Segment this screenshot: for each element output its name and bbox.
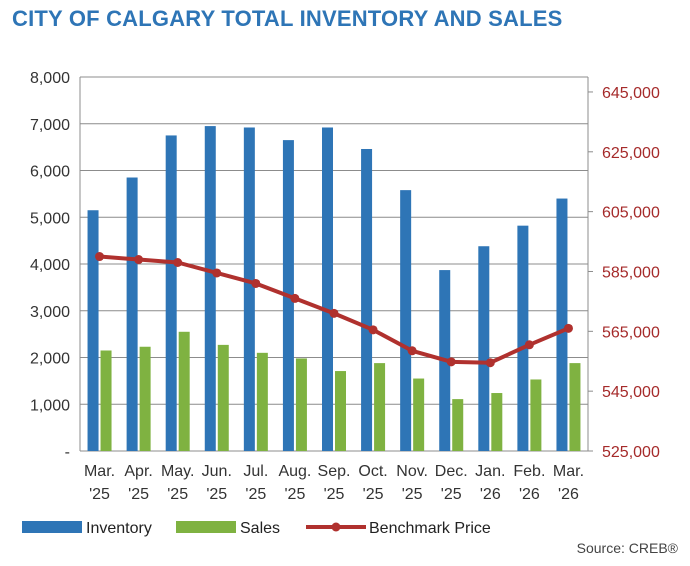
inventory-bar — [478, 246, 490, 451]
benchmark-price-point — [407, 346, 417, 356]
benchmark-price-point — [251, 278, 261, 288]
x-tick-label-year: '25 — [441, 486, 462, 503]
inventory-bar — [87, 210, 99, 451]
x-tick-label-month: Sep. — [318, 463, 351, 480]
x-tick-label-year: '25 — [363, 486, 384, 503]
legend-label-inventory: Inventory — [86, 520, 152, 537]
sales-bar — [530, 379, 542, 451]
x-tick-label-year: '25 — [89, 486, 110, 503]
sales-bar — [569, 363, 581, 451]
x-tick-label-year: '25 — [128, 486, 149, 503]
sales-bar — [217, 344, 229, 451]
x-tick-label-month: Apr. — [124, 463, 152, 480]
x-tick-label-month: Feb. — [513, 463, 545, 480]
source-note: Source: CREB® — [576, 540, 678, 556]
inventory-bar — [165, 135, 177, 451]
sales-bar — [413, 378, 425, 451]
x-tick-label-month: Aug. — [278, 463, 311, 480]
x-tick-label-year: '25 — [402, 486, 423, 503]
benchmark-price-point — [134, 255, 144, 265]
x-tick-label-month: May. — [161, 463, 194, 480]
inventory-bar — [243, 127, 255, 452]
x-tick-label-month: Mar. — [84, 463, 115, 480]
bars — [87, 126, 581, 452]
x-tick-label-year: '26 — [480, 486, 501, 503]
y-left-tick-label: 8,000 — [30, 70, 70, 87]
x-tick-label-year: '25 — [206, 486, 227, 503]
benchmark-price-point — [485, 358, 495, 368]
y-left-tick-label: 4,000 — [30, 257, 70, 274]
x-tick-label-year: '26 — [558, 486, 579, 503]
legend-marker-benchmark — [331, 522, 341, 532]
x-tick-label-month: Mar. — [553, 463, 584, 480]
sales-bar — [139, 346, 151, 451]
y-right-tick-label: 545,000 — [602, 384, 660, 401]
y-left-tick-label: 3,000 — [30, 304, 70, 321]
x-tick-label-month: Jan. — [475, 463, 505, 480]
inventory-bar — [322, 127, 333, 452]
legend-swatch-sales — [176, 521, 236, 533]
sales-bar — [295, 358, 307, 451]
x-tick-label-year: '25 — [324, 486, 345, 503]
benchmark-price-point — [212, 268, 222, 278]
sales-bar — [452, 399, 464, 451]
gridlines — [80, 76, 588, 405]
benchmark-price-point — [368, 325, 378, 335]
y-right-tick-label: 585,000 — [602, 264, 660, 281]
x-tick-label-year: '25 — [284, 486, 305, 503]
y-right-tick-label: 625,000 — [602, 145, 660, 162]
legend-label-sales: Sales — [240, 520, 280, 537]
benchmark-price-point — [329, 308, 339, 318]
x-tick-label-month: Jul. — [243, 463, 268, 480]
y-left-tick-label: 2,000 — [30, 351, 70, 368]
y-left-tick-label: 5,000 — [30, 210, 70, 227]
legend: Inventory Sales Benchmark Price — [22, 520, 491, 537]
x-tick-label-year: '25 — [167, 486, 188, 503]
y-left-tick-label: 7,000 — [30, 117, 70, 134]
y-right-tick-label: 605,000 — [602, 205, 660, 222]
benchmark-price-point — [95, 252, 105, 262]
x-tick-label-month: Oct. — [358, 463, 387, 480]
legend-label-benchmark: Benchmark Price — [369, 520, 491, 537]
sales-bar — [374, 363, 386, 451]
x-tick-label-month: Dec. — [435, 463, 468, 480]
inventory-bar — [126, 177, 138, 451]
inventory-bar — [204, 126, 216, 452]
benchmark-price-point — [524, 340, 534, 350]
inventory-bar — [361, 148, 373, 451]
chart-title: CITY OF CALGARY TOTAL INVENTORY AND SALE… — [12, 6, 563, 31]
inventory-bar — [517, 225, 529, 451]
y-right-tick-label: 565,000 — [602, 324, 660, 341]
x-tick-label-year: '25 — [245, 486, 266, 503]
benchmark-price-point — [173, 258, 183, 268]
x-tick-label-year: '26 — [519, 486, 540, 503]
x-tick-label-month: Jun. — [202, 463, 232, 480]
sales-bar — [100, 350, 112, 451]
inventory-bar — [400, 190, 412, 451]
y-left-tick-label: 1,000 — [30, 397, 70, 414]
sales-bar — [491, 393, 503, 451]
benchmark-price-point — [563, 323, 573, 333]
sales-bar — [178, 331, 190, 451]
y-left-tick-label: - — [65, 444, 70, 461]
legend-swatch-inventory — [22, 521, 82, 533]
y-left-tick-label: 6,000 — [30, 164, 70, 181]
y-right-tick-label: 645,000 — [602, 85, 660, 102]
sales-bar — [256, 352, 268, 451]
tick-labels: - 1,000 2,000 3,000 4,000 5,000 6,000 7,000 8,00… — [30, 70, 660, 503]
inventory-bar — [556, 198, 568, 451]
y-right-tick-label: 525,000 — [602, 444, 660, 461]
sales-bar — [335, 371, 346, 451]
benchmark-line — [95, 252, 573, 368]
benchmark-price-point — [446, 357, 456, 367]
x-tick-label-month: Nov. — [396, 463, 428, 480]
benchmark-price-point — [290, 293, 300, 303]
axes — [79, 77, 593, 452]
